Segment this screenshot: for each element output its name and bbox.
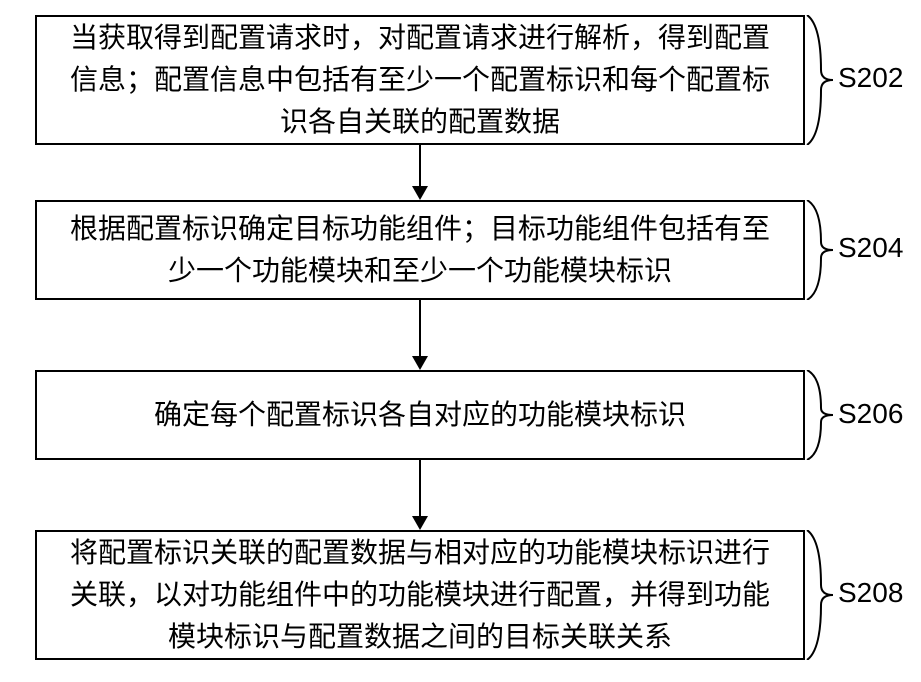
flowchart-canvas: 当获取得到配置请求时，对配置请求进行解析，得到配置信息；配置信息中包括有至少一个… [0,0,921,682]
step-2-text: 根据配置标识确定目标功能组件；目标功能组件包括有至少一个功能模块和至少一个功能模… [57,208,783,292]
step-3-label: S206 [838,398,903,430]
step-3-box: 确定每个配置标识各自对应的功能模块标识 [35,370,805,460]
step-1-brace [805,15,837,145]
step-4-box: 将配置标识关联的配置数据与相对应的功能模块标识进行关联，以对功能组件中的功能模块… [35,530,805,660]
step-2-label: S204 [838,232,903,264]
step-2-box: 根据配置标识确定目标功能组件；目标功能组件包括有至少一个功能模块和至少一个功能模… [35,200,805,300]
step-4-label: S208 [838,577,903,609]
step-2-brace [805,200,837,300]
arrow-1-2 [404,145,436,200]
step-4-brace [805,530,837,660]
step-1-label: S202 [838,62,903,94]
arrow-2-3 [404,300,436,370]
step-4-text: 将配置标识关联的配置数据与相对应的功能模块标识进行关联，以对功能组件中的功能模块… [57,532,783,658]
step-1-box: 当获取得到配置请求时，对配置请求进行解析，得到配置信息；配置信息中包括有至少一个… [35,15,805,145]
step-3-brace [805,370,837,460]
arrow-3-4 [404,460,436,530]
step-3-text: 确定每个配置标识各自对应的功能模块标识 [154,394,686,436]
step-1-text: 当获取得到配置请求时，对配置请求进行解析，得到配置信息；配置信息中包括有至少一个… [57,17,783,143]
